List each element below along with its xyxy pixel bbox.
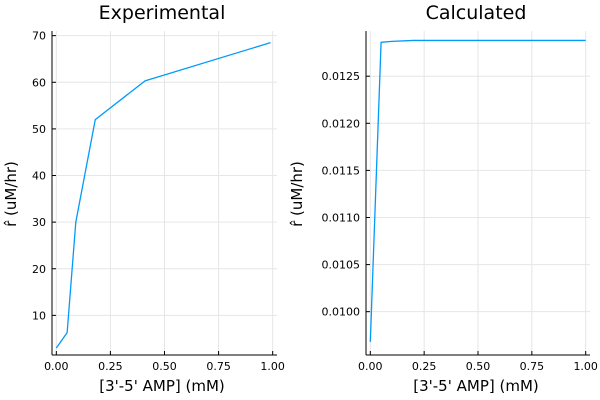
calculated-y-tick-label: 0.0110 <box>322 211 361 224</box>
calculated-y-axis-label: r̂ (uM/hr) <box>288 161 306 227</box>
experimental-y-axis-label: r̂ (uM/hr) <box>2 161 20 227</box>
calculated-x-axis-label: [3'-5' AMP] (mM) <box>413 377 539 395</box>
experimental-y-tick-label: 70 <box>32 30 46 43</box>
calculated-y-tick-label: 0.0100 <box>322 306 361 319</box>
calculated-panel: Calculated [3'-5' AMP] (mM) r̂ (uM/hr) 0… <box>288 2 598 395</box>
experimental-x-tick-label: 0.25 <box>98 360 123 373</box>
experimental-x-tick-label: 0.00 <box>44 360 69 373</box>
calculated-y-tick-label: 0.0115 <box>322 164 361 177</box>
experimental-y-tick-label: 20 <box>32 263 46 276</box>
calculated-x-tick-label: 0.75 <box>520 360 545 373</box>
experimental-y-tick-label: 50 <box>32 123 46 136</box>
calculated-y-tick-label: 0.0105 <box>322 259 361 272</box>
experimental-y-tick-label: 30 <box>32 216 46 229</box>
experimental-y-tick-label: 40 <box>32 170 46 183</box>
experimental-x-tick-label: 1.00 <box>260 360 285 373</box>
calculated-x-tick-label: 0.25 <box>412 360 437 373</box>
calculated-y-tick-label: 0.0120 <box>322 117 361 130</box>
calculated-title: Calculated <box>426 2 527 24</box>
calculated-x-tick-label: 0.50 <box>466 360 491 373</box>
experimental-x-axis-label: [3'-5' AMP] (mM) <box>99 377 225 395</box>
experimental-title: Experimental <box>99 2 226 24</box>
experimental-series-line <box>55 42 271 349</box>
calculated-x-tick-label: 1.00 <box>573 360 598 373</box>
experimental-y-tick-label: 60 <box>32 76 46 89</box>
calculated-series-line <box>369 39 586 342</box>
experimental-panel: Experimental [3'-5' AMP] (mM) r̂ (uM/hr)… <box>2 2 285 395</box>
experimental-y-tick-label: 10 <box>32 309 46 322</box>
calculated-y-tick-label: 0.0125 <box>322 70 361 83</box>
experimental-x-tick-label: 0.50 <box>152 360 177 373</box>
experimental-x-tick-label: 0.75 <box>206 360 231 373</box>
calculated-x-tick-label: 0.00 <box>358 360 383 373</box>
